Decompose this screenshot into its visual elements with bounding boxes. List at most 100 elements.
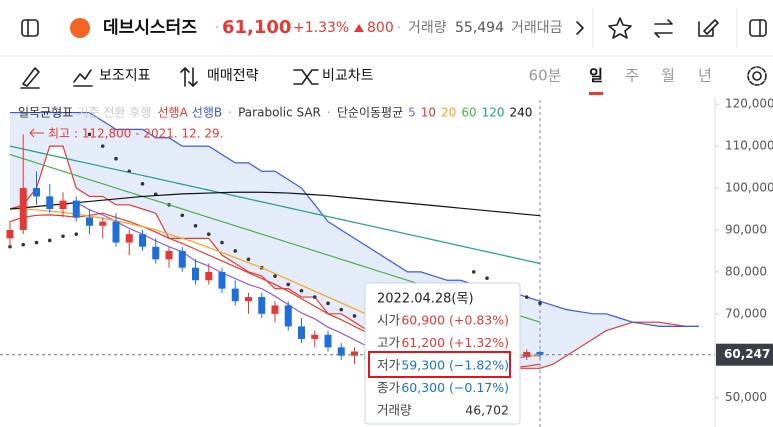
sidebar-icon[interactable] [21,19,39,37]
toolbar-button[interactable]: 비교차트 [322,68,374,84]
tooltip-label: 종가 [377,380,401,395]
legend-item: 단순이동평균 [337,106,403,120]
sar-dot [233,249,238,253]
candle-body [152,246,160,260]
candle-body [33,188,40,197]
indicator-line [9,191,541,217]
candle-body [271,305,279,314]
sar-dot [87,132,92,137]
candle-body [72,200,80,218]
y-axis: 50,00060,00070,00080,00090,000100,000110… [715,97,773,404]
y-tick-label: 50,000 [725,390,767,404]
volume-label: 거래량 [408,20,447,36]
candle-body [337,347,345,356]
indicator-line [9,145,541,265]
candle-body [99,221,107,226]
candle-body [324,334,332,348]
period-tab[interactable]: 60분 [529,67,562,85]
change-amount: 800 [367,20,394,36]
y-tick-label: 100,000 [725,181,773,195]
candle-body [19,188,27,230]
amount-label: 거래대금 [511,20,563,36]
candle-body [298,326,305,339]
toolbar-button[interactable]: 매매전략 [207,68,259,84]
strategy-icon [180,67,198,87]
indicator-line [10,111,699,327]
y-tick-label: 110,000 [725,139,773,153]
sar-dot [180,213,185,218]
tooltip-value: 60,900 (+0.83%) [401,313,509,328]
settings-icon[interactable] [752,71,762,81]
edit-icon[interactable] [698,19,719,37]
sar-dot [193,223,198,228]
toolbar-button[interactable]: 보조지표 [99,68,151,84]
period-tab[interactable]: 년 [698,67,712,85]
period-tab[interactable]: 일 [589,67,603,85]
draw-icon[interactable] [20,67,40,89]
sar-dot [352,314,357,318]
sar-dot [140,182,145,186]
period-tab[interactable]: 주 [625,67,639,85]
favorite-icon[interactable] [608,17,632,39]
annotation-arrow [29,128,44,138]
y-tick-label: 70,000 [725,306,767,320]
candle-body [258,297,266,314]
candle-body [536,351,544,355]
up-triangle [354,24,364,32]
legend-item: 10 [421,106,436,120]
last-price-tag [716,343,773,366]
y-tick-label: 80,000 [725,264,767,278]
candle-body [284,305,292,327]
legend-item: 240 [510,106,533,120]
header [0,0,773,56]
tooltip-value: 59,300 (−1.82%) [401,358,509,373]
candle-body [311,334,319,339]
candle-body [112,221,120,243]
candle-body [86,217,93,226]
compare-icon [293,69,319,85]
candle-body [218,271,226,289]
legend-item: 5 [408,106,416,120]
candle-body [231,288,239,302]
sar-dot [74,232,79,236]
sar-dot [538,301,542,306]
period-tab[interactable]: 월 [661,67,675,85]
swap-icon[interactable] [654,19,673,38]
sar-dot [114,156,118,161]
legend-item: 기준 [77,106,99,120]
highlight-box [368,351,511,378]
sar-dot [286,282,291,287]
legend-item: 일목균형표 [18,106,73,120]
separator: · [215,21,219,35]
candle-body [523,351,531,357]
stock-logo [70,18,90,38]
sar-dot [220,240,224,245]
sar-dot [299,288,304,293]
legend: 일목균형표 기준 전환 후행 선행A 선행B · Parabolic SAR · 단순이동평균 5 1… [18,105,532,120]
indicator-icon [73,69,93,87]
more-arrow[interactable] [576,21,584,35]
legend-item: 후행 [129,105,151,120]
stock-name[interactable]: 데브시스터즈 [103,18,197,38]
panel-icon[interactable] [749,19,767,37]
tooltip-label: 고가 [377,335,401,350]
ichimoku-cloud [10,112,699,369]
candle-body [46,196,54,209]
sar-dot [206,232,211,236]
sar-dot [471,270,476,274]
sar-dot [246,257,251,262]
candle-body [178,250,186,268]
candle-body [165,250,173,260]
candle-body [59,200,67,209]
sar-dot [339,307,344,312]
volume-value: 55,494 [455,20,504,36]
candle-body [351,351,358,356]
plot-area [0,100,715,427]
legend-item: 선행B [192,105,222,120]
sar-dot [273,274,277,278]
tooltip-value: 60,300 (−0.17%) [401,380,509,395]
candle-body [245,297,252,302]
tooltip-label: 거래량 [377,403,412,418]
tooltip-value: 46,702 [465,403,509,418]
sar-dot [485,276,489,280]
